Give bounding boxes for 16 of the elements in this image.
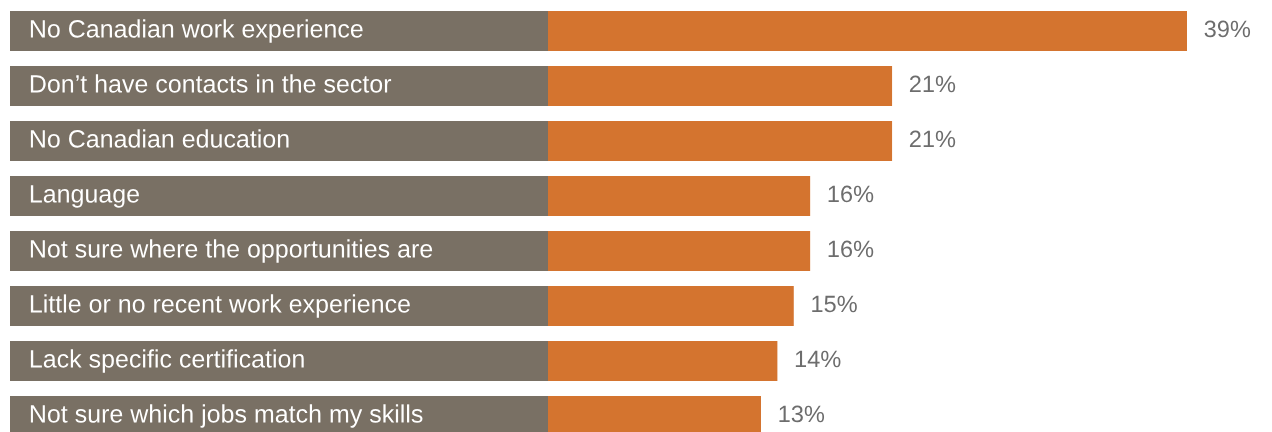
y-tick-label: Little or no recent work experience <box>30 294 410 318</box>
data-label: 15% <box>812 295 857 313</box>
data-label: 16% <box>828 240 874 258</box>
y-tick-label: Not sure which jobs match my skills <box>30 404 423 428</box>
y-tick-label: Not sure where the opportunities are <box>30 239 433 263</box>
y-tick-label: Don’t have contacts in the sector <box>30 74 392 93</box>
data-label: 21% <box>909 75 956 93</box>
y-tick-label: No Canadian work experience <box>30 19 363 43</box>
data-label: 39% <box>1204 20 1251 38</box>
y-tick-label: Lack specific certification <box>30 349 304 373</box>
data-label: 13% <box>779 405 825 423</box>
y-tick-label: Language <box>30 185 139 208</box>
data-label: 21% <box>909 130 956 148</box>
y-tick-label: No Canadian education <box>30 129 289 148</box>
data-label: 16% <box>828 185 874 203</box>
data-label: 14% <box>795 350 841 368</box>
